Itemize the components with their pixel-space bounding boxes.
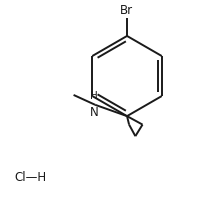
Text: Cl—H: Cl—H	[14, 171, 46, 184]
Text: N: N	[90, 106, 98, 119]
Text: H: H	[90, 91, 98, 101]
Text: Br: Br	[120, 4, 133, 17]
